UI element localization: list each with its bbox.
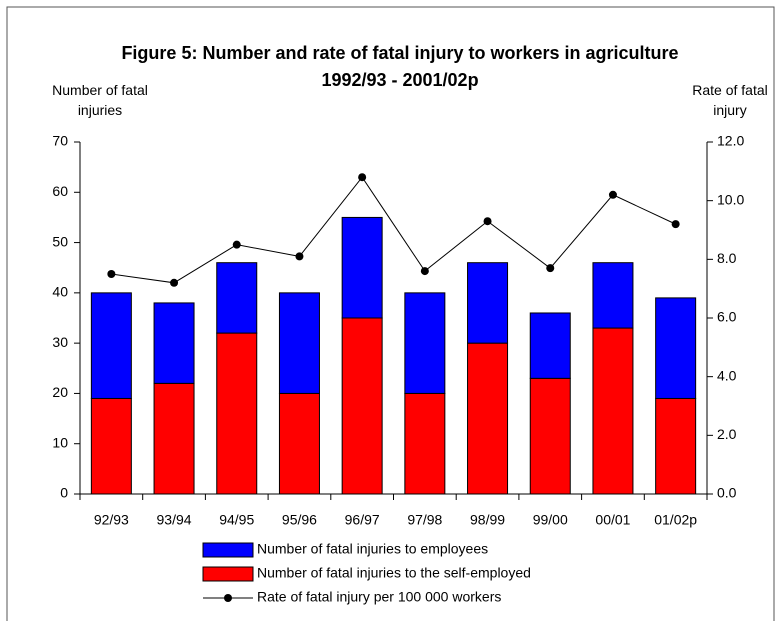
y2-tick-label: 10.0 xyxy=(717,191,744,207)
bar xyxy=(404,292,446,394)
bar xyxy=(529,377,571,495)
x-tick-label: 93/94 xyxy=(157,512,192,528)
bar xyxy=(467,262,509,344)
y-axis-label: Number of fatal injuries xyxy=(52,82,148,118)
y-tick-label: 40 xyxy=(52,284,68,300)
y2-tick-label: 12.0 xyxy=(717,133,744,149)
y-tick-label: 70 xyxy=(52,133,68,149)
legend-swatch xyxy=(202,566,254,582)
y2-tick-label: 6.0 xyxy=(717,309,737,325)
bar xyxy=(153,302,195,384)
y2-tick-label: 0.0 xyxy=(717,485,737,501)
rate-point xyxy=(232,240,241,249)
x-tick-label: 94/95 xyxy=(219,512,254,528)
bar xyxy=(341,216,383,319)
legend-label: Number of fatal injuries to the self-emp… xyxy=(257,565,531,581)
bar xyxy=(467,342,509,495)
y-tick-label: 50 xyxy=(52,233,68,249)
chart-title: Figure 5: Number and rate of fatal injur… xyxy=(121,43,679,90)
x-tick-label: 00/01 xyxy=(595,512,630,528)
chart-border xyxy=(6,6,775,621)
y-tick-label: 20 xyxy=(52,384,68,400)
bar xyxy=(153,382,195,495)
y-tick-label: 0 xyxy=(60,485,68,501)
legend-label: Rate of fatal injury per 100 000 workers xyxy=(257,589,501,605)
bar xyxy=(529,312,571,379)
rate-point xyxy=(608,190,617,199)
rate-line xyxy=(111,176,676,284)
y-tick-label: 60 xyxy=(52,183,68,199)
rate-point xyxy=(420,267,429,276)
legend-label: Number of fatal injuries to employees xyxy=(257,541,488,557)
bar xyxy=(216,332,258,495)
x-tick-label: 01/02p xyxy=(654,512,697,528)
x-tick-label: 96/97 xyxy=(345,512,380,528)
bar xyxy=(278,292,320,394)
bar xyxy=(592,262,634,329)
rate-point xyxy=(483,217,492,226)
legend-swatch xyxy=(202,542,254,558)
bar xyxy=(90,397,132,495)
y2-tick-label: 8.0 xyxy=(717,250,737,266)
y2-tick-label: 2.0 xyxy=(717,426,737,442)
x-tick-label: 97/98 xyxy=(407,512,442,528)
bar xyxy=(216,262,258,334)
x-tick-label: 95/96 xyxy=(282,512,317,528)
legend-marker xyxy=(224,594,232,602)
bar xyxy=(592,327,634,495)
bar xyxy=(404,392,446,495)
bar xyxy=(341,317,383,495)
x-tick-label: 92/93 xyxy=(94,512,129,528)
bar xyxy=(90,292,132,399)
rate-point xyxy=(107,270,116,278)
rate-point xyxy=(170,278,179,287)
y-tick-label: 30 xyxy=(52,334,68,350)
bar xyxy=(655,297,697,399)
rate-point xyxy=(546,264,555,273)
y-tick-label: 10 xyxy=(52,434,68,450)
rate-point xyxy=(671,220,680,229)
rate-point xyxy=(295,252,304,261)
y2-axis-label: Rate of fatal injury xyxy=(692,82,768,118)
y2-tick-label: 4.0 xyxy=(717,367,737,383)
bar xyxy=(655,397,697,495)
rate-point xyxy=(358,173,367,182)
x-tick-label: 99/00 xyxy=(533,512,568,528)
x-tick-label: 98/99 xyxy=(470,512,505,528)
bar xyxy=(278,392,320,495)
